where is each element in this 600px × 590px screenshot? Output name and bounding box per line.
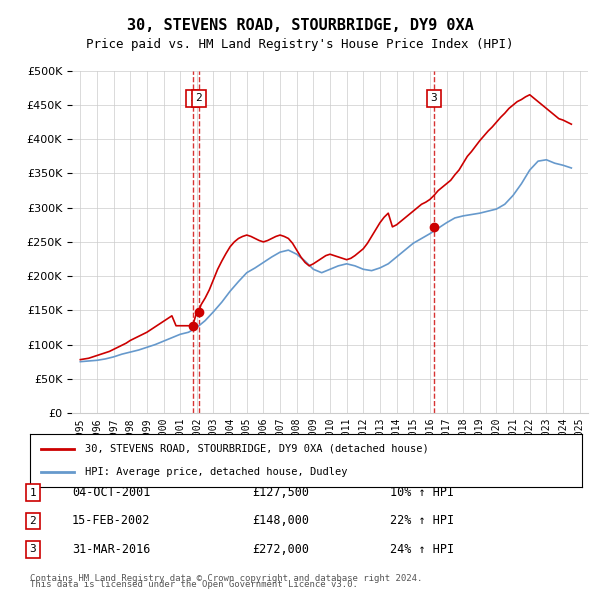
Text: 22% ↑ HPI: 22% ↑ HPI (390, 514, 454, 527)
Text: 3: 3 (29, 545, 37, 554)
Text: 1: 1 (29, 488, 37, 497)
Text: 2: 2 (196, 93, 202, 103)
Text: 2: 2 (29, 516, 37, 526)
Text: 15-FEB-2002: 15-FEB-2002 (72, 514, 151, 527)
Text: £127,500: £127,500 (252, 486, 309, 499)
Text: 30, STEVENS ROAD, STOURBRIDGE, DY9 0XA (detached house): 30, STEVENS ROAD, STOURBRIDGE, DY9 0XA (… (85, 444, 429, 454)
Text: Price paid vs. HM Land Registry's House Price Index (HPI): Price paid vs. HM Land Registry's House … (86, 38, 514, 51)
Text: 1: 1 (190, 93, 196, 103)
Text: 30, STEVENS ROAD, STOURBRIDGE, DY9 0XA: 30, STEVENS ROAD, STOURBRIDGE, DY9 0XA (127, 18, 473, 32)
Text: HPI: Average price, detached house, Dudley: HPI: Average price, detached house, Dudl… (85, 467, 348, 477)
Text: £148,000: £148,000 (252, 514, 309, 527)
Text: 10% ↑ HPI: 10% ↑ HPI (390, 486, 454, 499)
Text: 24% ↑ HPI: 24% ↑ HPI (390, 543, 454, 556)
Text: Contains HM Land Registry data © Crown copyright and database right 2024.: Contains HM Land Registry data © Crown c… (30, 574, 422, 583)
Text: 31-MAR-2016: 31-MAR-2016 (72, 543, 151, 556)
Text: £272,000: £272,000 (252, 543, 309, 556)
Text: This data is licensed under the Open Government Licence v3.0.: This data is licensed under the Open Gov… (30, 580, 358, 589)
Text: 04-OCT-2001: 04-OCT-2001 (72, 486, 151, 499)
Text: 3: 3 (431, 93, 437, 103)
